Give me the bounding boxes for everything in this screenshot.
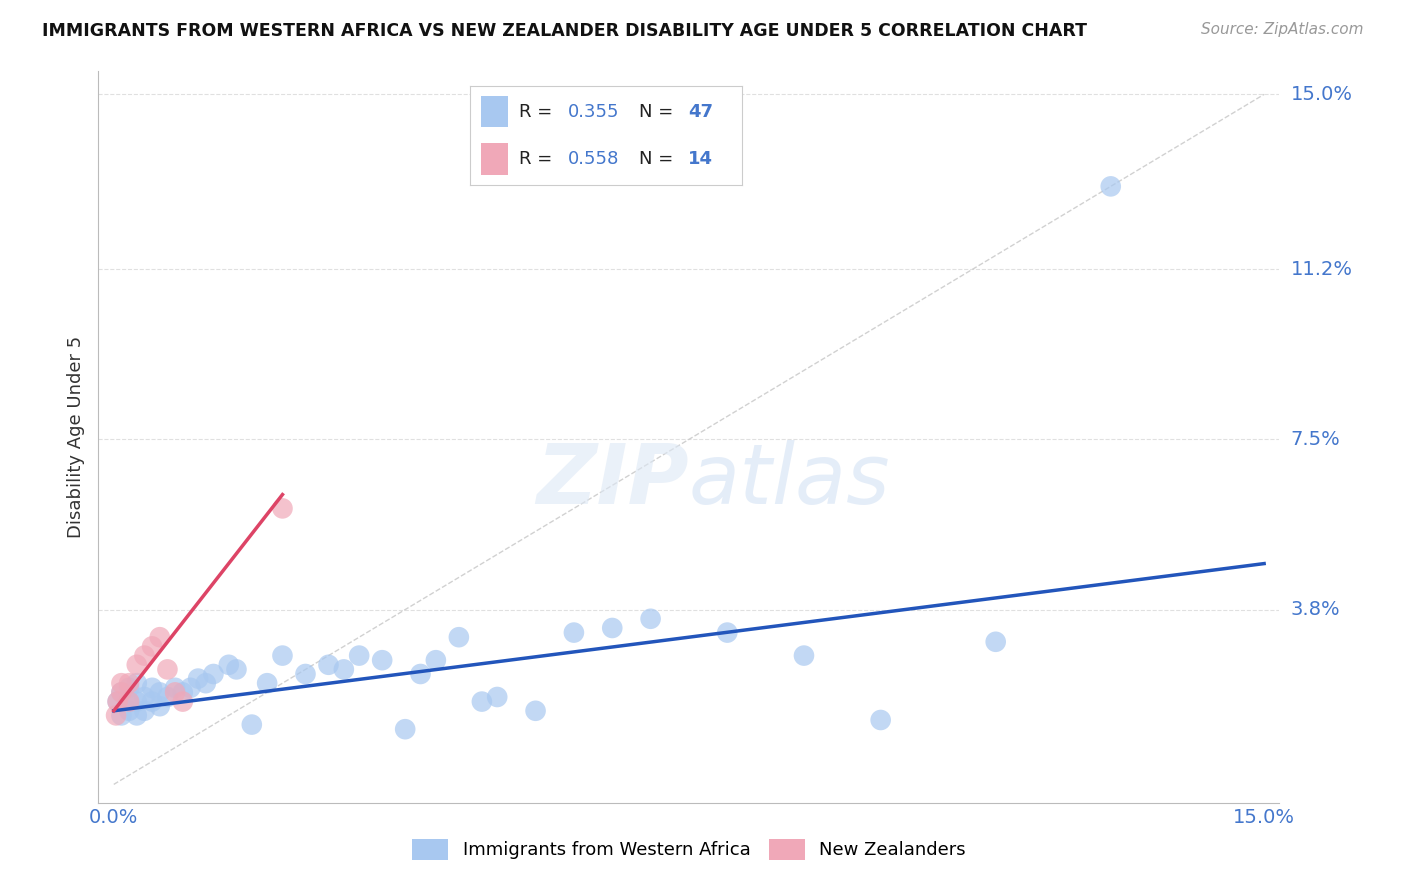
Point	[271, 648, 294, 663]
Point	[471, 695, 494, 709]
Point	[187, 672, 209, 686]
Point	[107, 695, 129, 709]
Point	[318, 657, 340, 672]
Point	[149, 630, 172, 644]
Point	[125, 657, 148, 672]
Point	[172, 695, 194, 709]
Text: Source: ZipAtlas.com: Source: ZipAtlas.com	[1201, 22, 1364, 37]
Point	[156, 690, 179, 704]
Point	[225, 662, 247, 676]
Text: 15.0%: 15.0%	[1291, 85, 1353, 103]
Point	[640, 612, 662, 626]
Point	[110, 685, 132, 699]
Text: 11.2%: 11.2%	[1291, 260, 1353, 278]
Point	[134, 690, 156, 704]
Point	[271, 501, 294, 516]
Point	[118, 695, 141, 709]
Point	[172, 685, 194, 699]
Point	[110, 676, 132, 690]
Point	[486, 690, 509, 704]
Point	[1099, 179, 1122, 194]
Point	[409, 667, 432, 681]
Point	[524, 704, 547, 718]
Point	[141, 681, 163, 695]
Point	[107, 695, 129, 709]
Point	[134, 704, 156, 718]
Point	[194, 676, 217, 690]
Text: atlas: atlas	[689, 441, 890, 522]
Point	[256, 676, 278, 690]
Point	[165, 685, 187, 699]
Point	[371, 653, 394, 667]
Point	[869, 713, 891, 727]
Text: 7.5%: 7.5%	[1291, 430, 1340, 449]
Point	[333, 662, 356, 676]
Point	[134, 648, 156, 663]
Point	[105, 708, 128, 723]
Point	[347, 648, 370, 663]
Point	[562, 625, 585, 640]
Point	[125, 695, 148, 709]
Point	[141, 640, 163, 654]
Text: IMMIGRANTS FROM WESTERN AFRICA VS NEW ZEALANDER DISABILITY AGE UNDER 5 CORRELATI: IMMIGRANTS FROM WESTERN AFRICA VS NEW ZE…	[42, 22, 1087, 40]
Text: 3.8%: 3.8%	[1291, 600, 1340, 619]
Point	[118, 695, 141, 709]
Point	[447, 630, 470, 644]
Point	[218, 657, 240, 672]
Point	[984, 634, 1007, 648]
Point	[202, 667, 225, 681]
Point	[118, 704, 141, 718]
Point	[125, 708, 148, 723]
Point	[156, 662, 179, 676]
Point	[149, 699, 172, 714]
Point	[394, 722, 416, 736]
Text: ZIP: ZIP	[536, 441, 689, 522]
Point	[179, 681, 201, 695]
Legend: Immigrants from Western Africa, New Zealanders: Immigrants from Western Africa, New Zeal…	[405, 831, 973, 867]
Point	[600, 621, 623, 635]
Point	[294, 667, 316, 681]
Point	[125, 676, 148, 690]
Y-axis label: Disability Age Under 5: Disability Age Under 5	[66, 336, 84, 538]
Point	[110, 708, 132, 723]
Point	[110, 685, 132, 699]
Point	[716, 625, 738, 640]
Point	[165, 681, 187, 695]
Point	[118, 681, 141, 695]
Point	[118, 676, 141, 690]
Point	[425, 653, 447, 667]
Point	[149, 685, 172, 699]
Point	[240, 717, 263, 731]
Point	[141, 695, 163, 709]
Point	[793, 648, 815, 663]
